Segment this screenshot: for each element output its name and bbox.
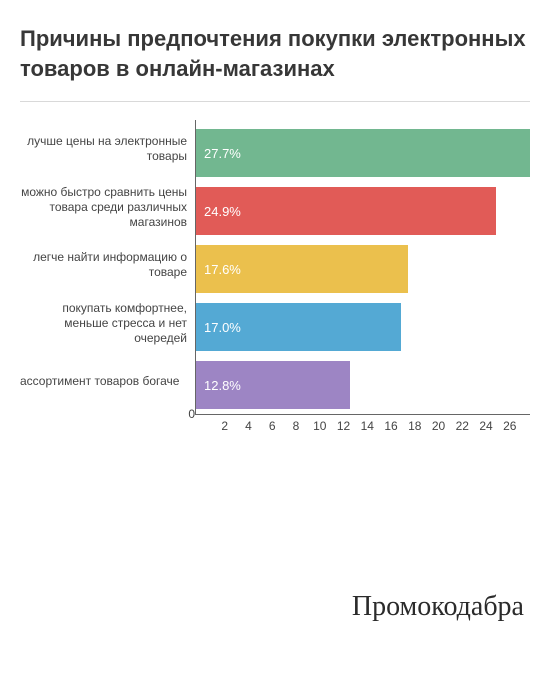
x-tick: 16 xyxy=(384,419,397,433)
bar: 27.7% xyxy=(196,124,530,182)
bar-rect: 24.9% xyxy=(196,187,496,235)
plot-row: лучше цены на электронные товарыможно бы… xyxy=(20,120,530,415)
x-tick: 14 xyxy=(361,419,374,433)
bar-chart: лучше цены на электронные товарыможно бы… xyxy=(20,120,530,441)
x-tick: 6 xyxy=(269,419,276,433)
bar-category-label: можно быстро сравнить цены товара среди … xyxy=(20,178,195,236)
bar-category-label: лучше цены на электронные товары xyxy=(20,120,195,178)
x-tick: 8 xyxy=(293,419,300,433)
bar-category-label: покупать комфортнее, меньше стресса и не… xyxy=(20,294,195,352)
y-axis-labels: лучше цены на электронные товарыможно бы… xyxy=(20,120,195,415)
divider xyxy=(20,101,530,102)
x-tick: 18 xyxy=(408,419,421,433)
x-tick: 10 xyxy=(313,419,326,433)
brand-logo: Промокодабра xyxy=(352,591,524,623)
bar-rect: 27.7% xyxy=(196,129,530,177)
bar: 17.6% xyxy=(196,240,530,298)
bar-category-label: легче найти информацию о товаре xyxy=(20,236,195,294)
x-tick: 12 xyxy=(337,419,350,433)
bar-category-label: ассортимент товаров богаче xyxy=(20,352,195,410)
bar: 17.0% xyxy=(196,298,530,356)
bar: 12.8% xyxy=(196,356,530,414)
x-axis-ticks: 2468101214161820222426 xyxy=(201,415,530,441)
chart-title: Причины предпочтения покупки электронных… xyxy=(20,24,530,83)
bar-rect: 17.0% xyxy=(196,303,401,351)
x-tick: 26 xyxy=(503,419,516,433)
x-tick: 4 xyxy=(245,419,252,433)
x-tick: 2 xyxy=(221,419,228,433)
x-tick: 20 xyxy=(432,419,445,433)
x-tick: 22 xyxy=(456,419,469,433)
plot-area: 27.7% 24.9% 17.6% 17.0% 12.8% xyxy=(195,120,530,415)
bar-rect: 12.8% xyxy=(196,361,350,409)
x-axis: 0 2468101214161820222426 xyxy=(20,415,530,441)
x-axis-origin: 0 xyxy=(20,407,201,441)
chart-card: Причины предпочтения покупки электронных… xyxy=(0,0,550,693)
bar-rect: 17.6% xyxy=(196,245,408,293)
bar: 24.9% xyxy=(196,182,530,240)
x-tick: 24 xyxy=(479,419,492,433)
